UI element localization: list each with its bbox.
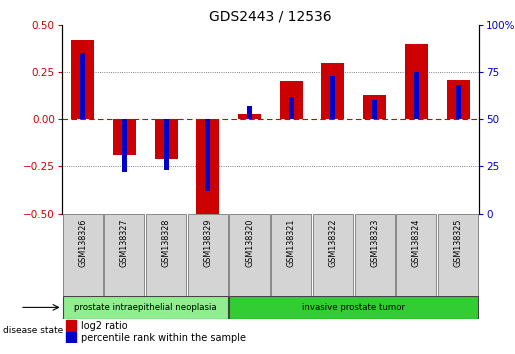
Text: disease state: disease state: [3, 326, 63, 336]
Text: log2 ratio: log2 ratio: [80, 320, 127, 331]
Bar: [196, 119, 219, 213]
Text: prostate intraepithelial neoplasia: prostate intraepithelial neoplasia: [74, 303, 216, 312]
Bar: [372, 100, 377, 119]
Bar: [247, 106, 252, 119]
Text: GSM138320: GSM138320: [245, 218, 254, 267]
Text: GSM138322: GSM138322: [329, 218, 337, 267]
Text: GSM138325: GSM138325: [454, 218, 462, 267]
Bar: [113, 119, 136, 155]
Text: GSM138324: GSM138324: [412, 218, 421, 267]
Text: GSM138327: GSM138327: [120, 218, 129, 267]
Bar: [105, 213, 144, 296]
Text: percentile rank within the sample: percentile rank within the sample: [80, 333, 246, 343]
Bar: [238, 114, 261, 119]
Text: GSM138326: GSM138326: [78, 218, 87, 267]
Bar: [456, 85, 460, 119]
Bar: [71, 40, 94, 119]
Bar: [355, 213, 394, 296]
Bar: [363, 95, 386, 119]
Bar: [313, 213, 353, 296]
Bar: [63, 296, 228, 319]
Bar: [154, 119, 178, 159]
Bar: [280, 81, 303, 119]
Bar: [146, 213, 186, 296]
Bar: [205, 119, 210, 191]
Text: invasive prostate tumor: invasive prostate tumor: [302, 303, 405, 312]
Bar: [397, 213, 436, 296]
Bar: [188, 213, 228, 296]
Bar: [164, 119, 168, 170]
Bar: [80, 53, 85, 119]
Bar: [122, 119, 127, 172]
Bar: [438, 213, 478, 296]
Title: GDS2443 / 12536: GDS2443 / 12536: [209, 10, 332, 24]
Bar: [230, 213, 269, 296]
Bar: [447, 80, 470, 119]
Bar: [414, 72, 419, 119]
Text: GSM138328: GSM138328: [162, 218, 170, 267]
Bar: [331, 76, 335, 119]
Bar: [405, 44, 428, 119]
Bar: [66, 320, 76, 331]
Text: GSM138321: GSM138321: [287, 218, 296, 267]
Bar: [230, 296, 478, 319]
Bar: [289, 97, 294, 119]
Text: GSM138323: GSM138323: [370, 218, 379, 267]
Bar: [321, 63, 345, 119]
Text: GSM138329: GSM138329: [203, 218, 212, 267]
Bar: [63, 213, 102, 296]
Bar: [271, 213, 311, 296]
Bar: [66, 332, 76, 343]
